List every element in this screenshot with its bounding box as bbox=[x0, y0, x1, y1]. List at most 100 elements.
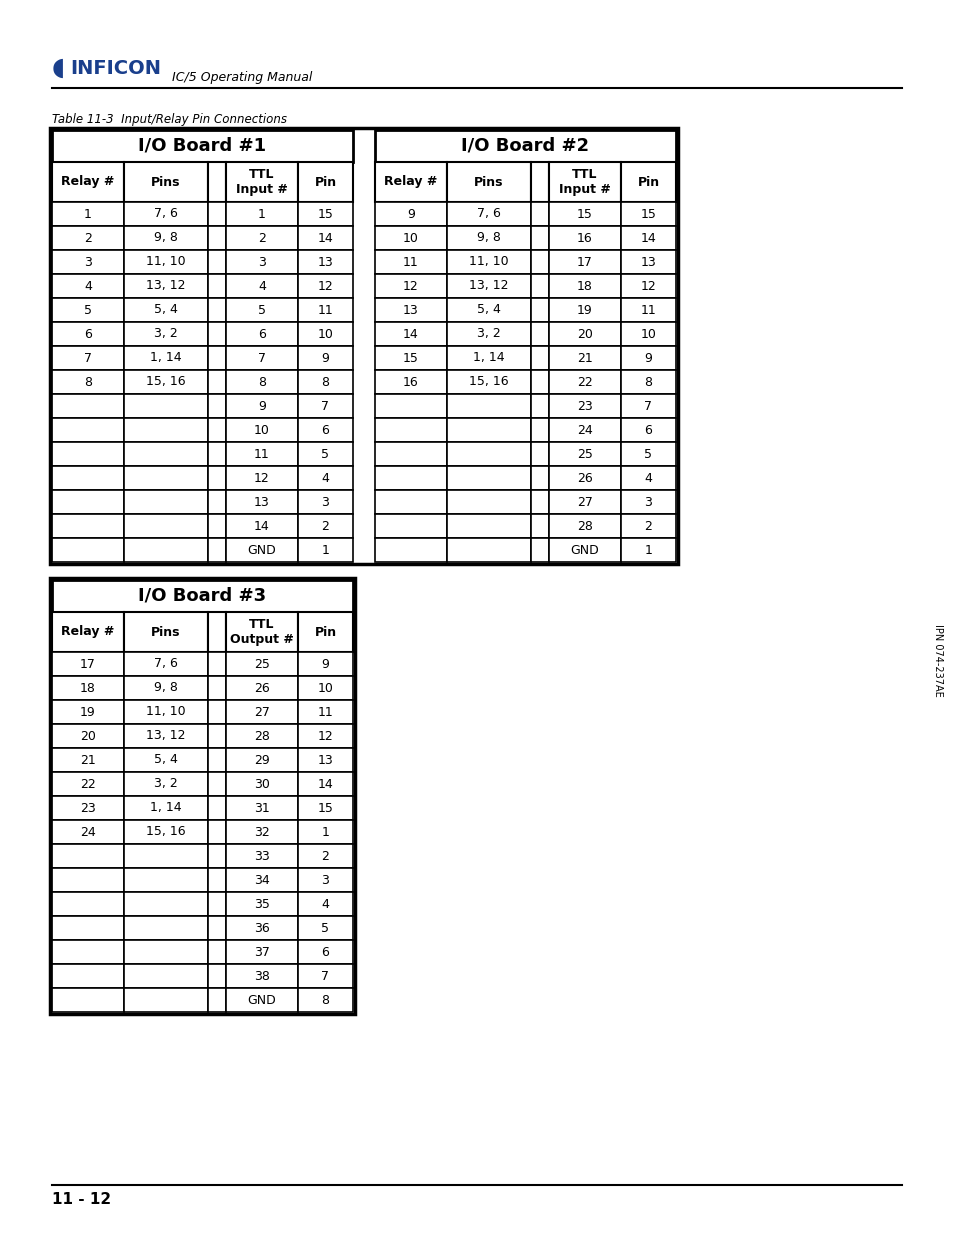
Text: 3: 3 bbox=[258, 256, 266, 268]
Bar bbox=[375, 322, 447, 346]
Bar bbox=[297, 370, 353, 394]
Text: 5, 4: 5, 4 bbox=[476, 304, 500, 316]
Text: 15: 15 bbox=[317, 207, 334, 221]
Text: 18: 18 bbox=[80, 682, 96, 694]
Bar bbox=[447, 346, 531, 370]
Text: 24: 24 bbox=[80, 825, 95, 839]
Text: 9, 8: 9, 8 bbox=[153, 682, 178, 694]
Text: 3, 2: 3, 2 bbox=[154, 778, 177, 790]
Bar bbox=[447, 370, 531, 394]
Text: 6: 6 bbox=[84, 327, 91, 341]
Text: ◖: ◖ bbox=[52, 56, 65, 80]
Text: Pin: Pin bbox=[637, 175, 659, 189]
Bar bbox=[124, 274, 208, 298]
Bar bbox=[531, 249, 548, 274]
Bar bbox=[226, 346, 297, 370]
Bar bbox=[208, 820, 226, 844]
Bar bbox=[124, 162, 208, 203]
Bar bbox=[375, 130, 676, 162]
Bar bbox=[208, 466, 226, 490]
Bar bbox=[447, 417, 531, 442]
Bar bbox=[52, 916, 124, 940]
Bar bbox=[548, 203, 620, 226]
Bar bbox=[226, 916, 297, 940]
Bar bbox=[52, 965, 124, 988]
Text: 33: 33 bbox=[253, 850, 270, 862]
Bar bbox=[208, 162, 226, 203]
Bar bbox=[548, 466, 620, 490]
Text: GND: GND bbox=[248, 993, 276, 1007]
Text: INFICON: INFICON bbox=[70, 58, 161, 78]
Text: 9: 9 bbox=[258, 399, 266, 412]
Bar bbox=[208, 892, 226, 916]
Text: 11, 10: 11, 10 bbox=[146, 705, 186, 719]
Bar bbox=[124, 203, 208, 226]
Text: 3: 3 bbox=[321, 873, 329, 887]
Bar bbox=[447, 249, 531, 274]
Bar bbox=[548, 514, 620, 538]
Bar bbox=[208, 724, 226, 748]
Text: Pins: Pins bbox=[152, 175, 180, 189]
Bar bbox=[531, 466, 548, 490]
Bar bbox=[52, 370, 124, 394]
Bar bbox=[52, 442, 124, 466]
Bar bbox=[124, 892, 208, 916]
Bar bbox=[124, 249, 208, 274]
Bar bbox=[226, 490, 297, 514]
Text: 1, 14: 1, 14 bbox=[473, 352, 504, 364]
Bar bbox=[124, 394, 208, 417]
Text: 7: 7 bbox=[257, 352, 266, 364]
Bar bbox=[620, 442, 676, 466]
Text: 8: 8 bbox=[84, 375, 91, 389]
Bar bbox=[52, 820, 124, 844]
Bar bbox=[124, 613, 208, 652]
Bar bbox=[124, 322, 208, 346]
Text: 10: 10 bbox=[402, 231, 418, 245]
Bar bbox=[226, 940, 297, 965]
Text: 11: 11 bbox=[403, 256, 418, 268]
Bar bbox=[226, 724, 297, 748]
Bar bbox=[531, 346, 548, 370]
Bar bbox=[375, 370, 447, 394]
Text: 36: 36 bbox=[253, 921, 270, 935]
Text: 3, 2: 3, 2 bbox=[476, 327, 500, 341]
Bar bbox=[548, 346, 620, 370]
Bar bbox=[620, 298, 676, 322]
Bar bbox=[531, 322, 548, 346]
Bar bbox=[226, 203, 297, 226]
Text: 37: 37 bbox=[253, 946, 270, 958]
Text: 22: 22 bbox=[577, 375, 592, 389]
Text: 6: 6 bbox=[321, 424, 329, 436]
Bar bbox=[548, 274, 620, 298]
Bar bbox=[226, 417, 297, 442]
Text: 11: 11 bbox=[317, 705, 333, 719]
Bar bbox=[297, 772, 353, 797]
Bar bbox=[124, 652, 208, 676]
Text: 11: 11 bbox=[640, 304, 656, 316]
Bar bbox=[208, 613, 226, 652]
Text: 13, 12: 13, 12 bbox=[469, 279, 508, 293]
Bar bbox=[375, 442, 447, 466]
Bar bbox=[297, 940, 353, 965]
Bar bbox=[52, 226, 124, 249]
Bar bbox=[297, 676, 353, 700]
Text: 10: 10 bbox=[253, 424, 270, 436]
Text: 15, 16: 15, 16 bbox=[146, 375, 186, 389]
Text: I/O Board #3: I/O Board #3 bbox=[138, 587, 266, 605]
Text: 5: 5 bbox=[257, 304, 266, 316]
Text: 21: 21 bbox=[80, 753, 95, 767]
Text: 9, 8: 9, 8 bbox=[153, 231, 178, 245]
Bar bbox=[208, 538, 226, 562]
Bar bbox=[226, 249, 297, 274]
Bar bbox=[447, 490, 531, 514]
Text: Pin: Pin bbox=[314, 175, 336, 189]
Bar bbox=[208, 203, 226, 226]
Bar bbox=[531, 442, 548, 466]
Bar bbox=[548, 370, 620, 394]
Text: 31: 31 bbox=[253, 802, 270, 815]
Bar bbox=[124, 797, 208, 820]
Text: 28: 28 bbox=[253, 730, 270, 742]
Bar bbox=[620, 249, 676, 274]
Text: 7: 7 bbox=[84, 352, 91, 364]
Bar bbox=[52, 652, 124, 676]
